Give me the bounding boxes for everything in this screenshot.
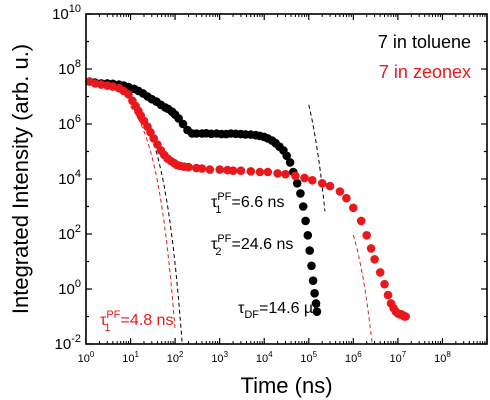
data-point xyxy=(307,261,316,271)
y-tick-label: 108 xyxy=(58,58,81,78)
data-point xyxy=(281,169,290,179)
x-tick-label: 105 xyxy=(300,350,317,365)
x-tick-label: 103 xyxy=(211,350,228,365)
data-point xyxy=(366,244,376,253)
tau-df-toluene: τDF=14.6 µs xyxy=(238,300,321,321)
data-point xyxy=(205,165,215,174)
data-point xyxy=(282,151,292,161)
y-tick-label: 106 xyxy=(58,113,81,133)
data-points xyxy=(85,77,411,321)
data-point xyxy=(298,202,308,211)
x-tick-label: 101 xyxy=(122,350,139,365)
legend-entry: 7 in zeonex xyxy=(379,62,471,82)
data-point xyxy=(197,164,207,173)
data-point xyxy=(285,158,295,167)
data-point xyxy=(325,181,335,191)
tau1-pf-toluene: τPF 1 =6.6 ns xyxy=(211,191,284,216)
legend-entry: 7 in toluene xyxy=(378,32,471,52)
x-tick-label: 104 xyxy=(256,350,273,365)
data-point xyxy=(184,162,193,172)
data-point xyxy=(255,167,265,177)
data-point xyxy=(273,169,282,178)
series-0 xyxy=(85,77,322,317)
tau1-pf-zeonex: τPF 1 =4.8 ns xyxy=(100,309,173,334)
data-point xyxy=(335,187,345,196)
data-point xyxy=(305,246,315,255)
y-tick-label: 100 xyxy=(58,278,81,298)
data-point xyxy=(296,189,305,198)
x-tick-label: 106 xyxy=(345,350,362,365)
data-point xyxy=(263,167,273,177)
data-point xyxy=(342,193,351,203)
x-tick-label: 100 xyxy=(78,350,95,365)
data-point xyxy=(292,179,302,188)
data-point xyxy=(300,173,309,183)
legend: 7 in toluene 7 in zeonex xyxy=(378,32,471,82)
data-point xyxy=(380,279,389,289)
data-point xyxy=(291,171,300,181)
y-tick-label: 104 xyxy=(58,168,81,188)
y-tick-label: 10-2 xyxy=(55,333,81,353)
fit-toluene-pf xyxy=(130,101,183,345)
annotations: τPF 1 =6.6 ns τPF 2 =24.6 ns τPF 1 =4.8 ns τDF=14… xyxy=(100,191,321,334)
fit-curves xyxy=(130,101,373,345)
data-point xyxy=(236,166,246,175)
x-tick-label: 102 xyxy=(167,350,184,365)
data-point xyxy=(215,165,224,174)
x-axis-label: Time (ns) xyxy=(240,373,332,398)
data-point xyxy=(246,167,256,176)
data-point xyxy=(401,312,411,321)
data-point xyxy=(178,119,188,129)
data-point xyxy=(311,299,321,308)
x-tick-label: 108 xyxy=(434,350,451,365)
data-point xyxy=(228,166,238,175)
data-point xyxy=(312,307,322,317)
fit-zeonex-df xyxy=(352,234,373,345)
axis-ticks xyxy=(85,13,488,345)
data-point xyxy=(308,276,318,286)
fit-toluene-df xyxy=(308,104,326,212)
data-point xyxy=(356,216,366,226)
data-point xyxy=(308,176,317,185)
data-point xyxy=(383,290,393,300)
fit-zeonex-pf xyxy=(130,106,176,331)
tau2-pf-toluene: τPF 2 =24.6 ns xyxy=(211,233,293,258)
data-point xyxy=(349,203,358,213)
data-point xyxy=(303,231,313,240)
y-tick-label: 1010 xyxy=(52,3,81,23)
tick-labels: 100 101 102 103 104 105 106 107 10810-2100102104… xyxy=(52,3,451,365)
y-axis-label: Integrated Intensity (arb. u.) xyxy=(8,44,33,314)
series-1 xyxy=(85,77,411,321)
data-point xyxy=(301,216,310,226)
y-tick-label: 102 xyxy=(58,223,81,243)
data-point xyxy=(362,231,372,240)
data-point xyxy=(370,254,379,264)
data-point xyxy=(124,90,133,99)
x-tick-label: 107 xyxy=(390,350,407,365)
data-point xyxy=(310,289,319,298)
data-point xyxy=(375,268,385,277)
data-point xyxy=(317,179,327,188)
